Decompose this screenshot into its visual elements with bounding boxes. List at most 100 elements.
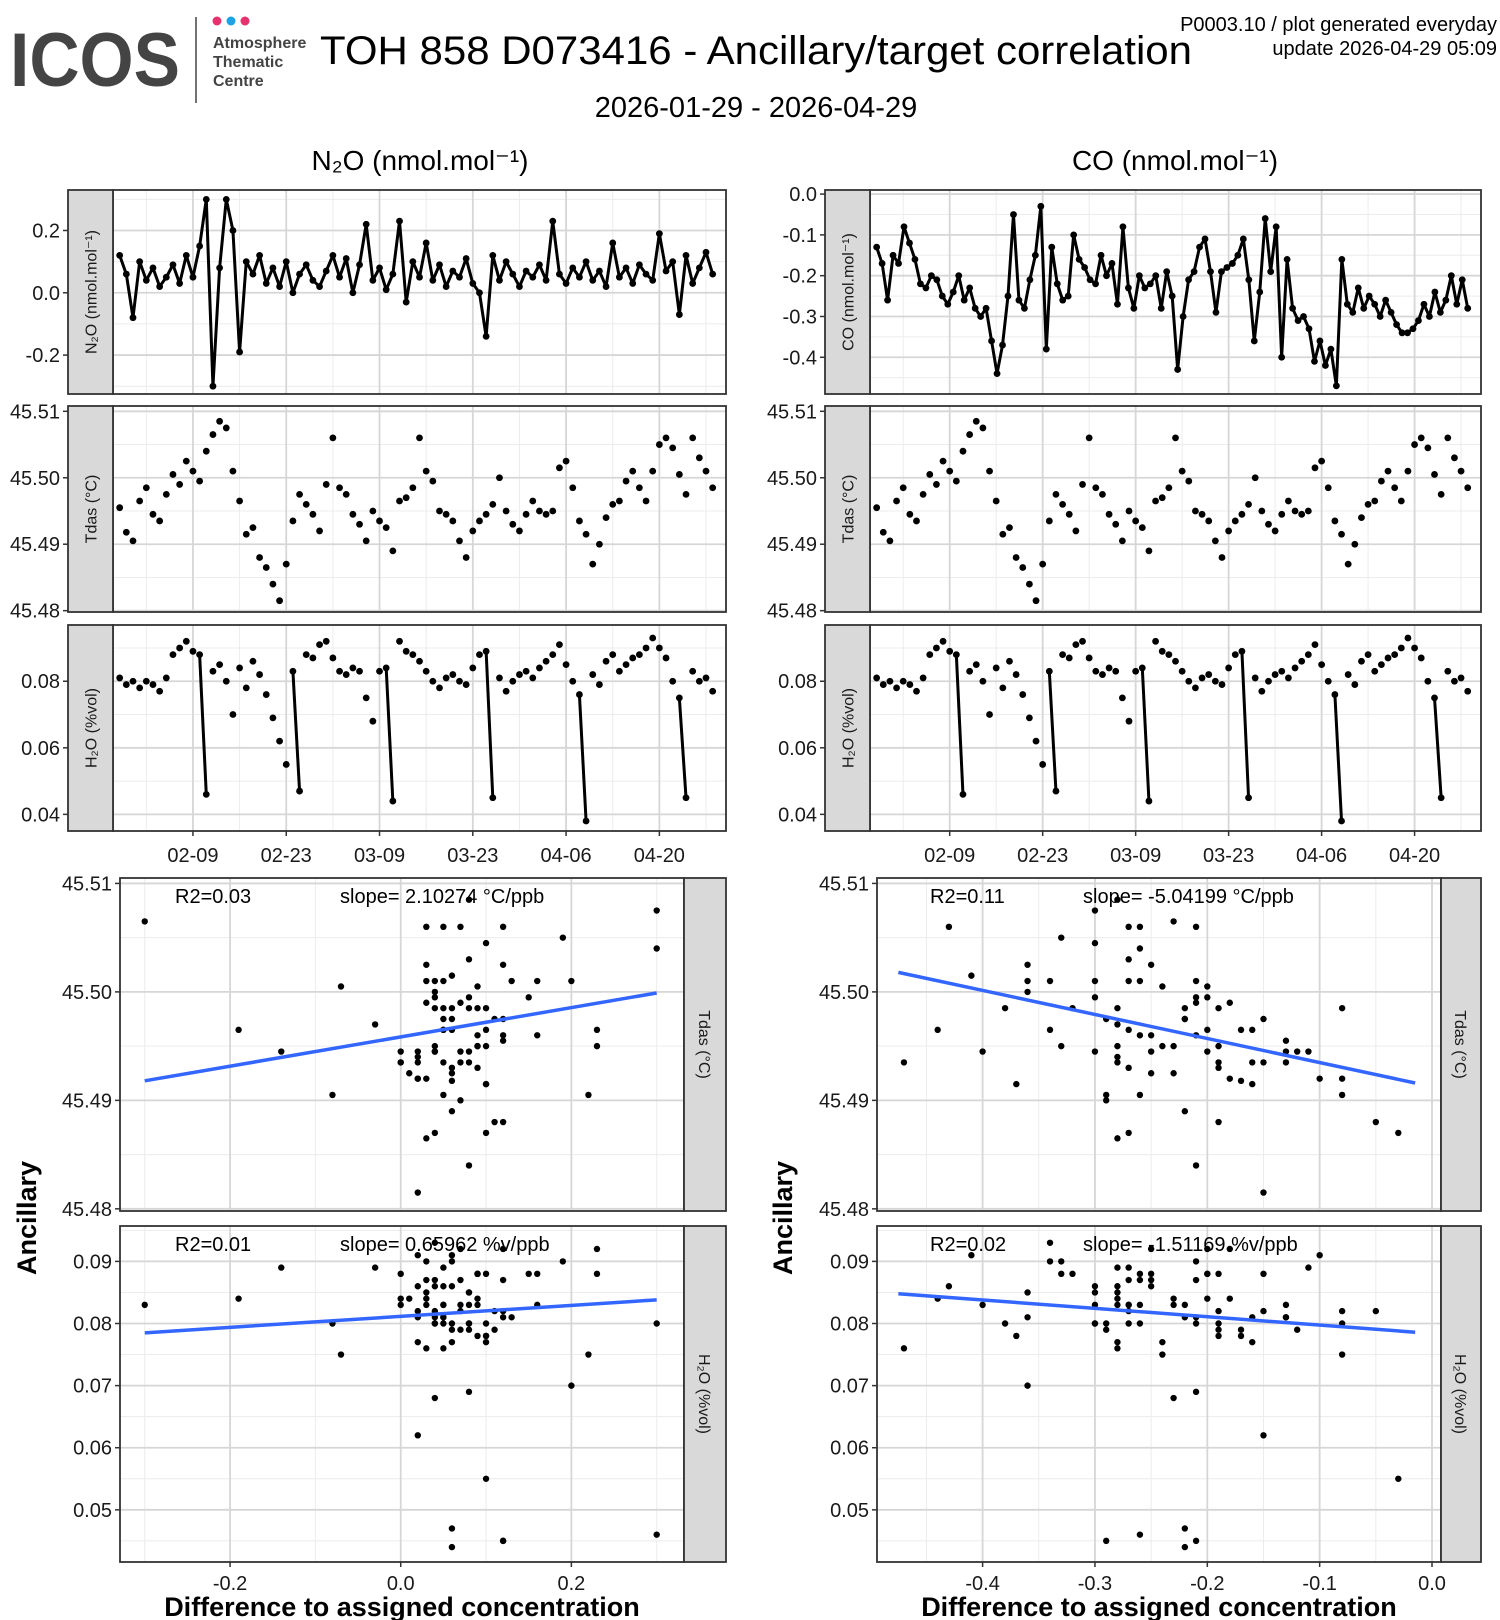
scatter-point: [1260, 1059, 1267, 1066]
data-point: [1234, 251, 1242, 259]
data-point: [562, 661, 570, 669]
column-title-co: CO (nmol.mol⁻¹): [1072, 145, 1278, 176]
y-tick-label: 45.51: [767, 401, 817, 423]
data-point: [596, 267, 603, 275]
data-point: [409, 484, 417, 492]
data-point: [1411, 441, 1418, 448]
data-point: [906, 239, 913, 247]
scatter-point: [1237, 1332, 1245, 1340]
scatter-point: [423, 977, 430, 985]
scatter-point: [448, 1108, 456, 1115]
data-point: [389, 797, 397, 805]
data-point: [709, 484, 717, 492]
column-title-n2o: N₂O (nmol.mol⁻¹): [312, 145, 529, 176]
scatter-point: [235, 1026, 242, 1034]
scatter-point: [1102, 1320, 1110, 1327]
data-point: [349, 664, 357, 672]
data-point: [1105, 510, 1113, 518]
data-point: [569, 677, 577, 685]
y-tick-label: 0.04: [21, 804, 60, 826]
scatter-point: [397, 1048, 404, 1055]
scatter-point: [482, 1004, 490, 1012]
scatter-point: [1215, 1270, 1222, 1278]
panel-marks: [116, 195, 717, 390]
x-tick-label: 03-09: [354, 845, 405, 867]
scatter-point: [371, 1264, 379, 1271]
scatter-point: [1114, 1345, 1121, 1352]
data-point: [589, 671, 597, 678]
scatter-point: [1013, 1080, 1020, 1088]
data-point: [556, 464, 563, 472]
data-point: [1032, 737, 1040, 745]
scatter-point: [482, 1026, 490, 1034]
scatter-point: [474, 983, 481, 990]
data-point: [376, 264, 383, 272]
data-point: [296, 490, 303, 498]
scatter-point: [440, 923, 447, 931]
data-point: [209, 667, 217, 675]
data-point: [1305, 325, 1313, 333]
data-point: [946, 647, 954, 655]
data-point: [895, 260, 902, 267]
scatter-point: [900, 1345, 908, 1352]
facet-strip-label: N₂O (nmol.mol⁻¹): [84, 230, 101, 354]
scatter-point: [1226, 1075, 1233, 1082]
scatter-point: [1091, 1283, 1099, 1290]
scatter-point: [423, 1295, 430, 1302]
data-point: [556, 641, 563, 649]
data-point: [1124, 284, 1132, 292]
y-tick-label: -0.2: [783, 266, 817, 288]
series-drop-line: [484, 651, 495, 798]
data-point: [919, 674, 927, 682]
data-point: [1250, 337, 1258, 345]
data-point: [960, 296, 968, 304]
scatter-point: [1125, 977, 1132, 985]
data-point: [1457, 467, 1465, 475]
x-tick-label: 02-09: [924, 845, 975, 867]
scatter-point: [465, 1388, 473, 1396]
y-tick-label: 45.51: [819, 873, 869, 895]
scatter-point: [559, 1258, 567, 1265]
data-point: [1085, 434, 1093, 442]
scatter-point: [1260, 1189, 1267, 1196]
scatter-point: [1114, 1264, 1121, 1271]
scatter-point: [1159, 1042, 1166, 1050]
data-point: [449, 517, 457, 525]
data-point: [156, 517, 164, 525]
data-point: [1261, 215, 1269, 222]
data-point: [416, 434, 423, 442]
data-point: [1371, 497, 1379, 505]
data-point: [1271, 527, 1279, 535]
data-point: [1158, 647, 1166, 655]
scatter-point: [1058, 934, 1065, 941]
scatter-point: [457, 999, 464, 1006]
logo-dot-1: [212, 16, 222, 26]
data-point: [236, 664, 243, 672]
panel-background: [120, 1226, 684, 1562]
scatter-point: [508, 1314, 515, 1321]
data-point: [1258, 507, 1266, 515]
scatter-point: [474, 1064, 481, 1072]
data-point: [635, 484, 643, 492]
r2-annotation: R2=0.01: [175, 1234, 251, 1256]
data-point: [229, 467, 237, 475]
y-tick-label: 0.04: [778, 804, 817, 826]
scatter-point: [1170, 1301, 1177, 1309]
timeseries-panel-h2o: H₂O (%vol) 0.08 0.06 0.04 02-09 02-23 03-09 03-…: [778, 624, 1482, 867]
data-point: [966, 431, 974, 438]
data-point: [1118, 537, 1126, 545]
scatter-point: [1226, 1245, 1233, 1253]
facet-strip: [67, 624, 114, 832]
y-tick-label: 45.48: [62, 1199, 112, 1221]
data-point: [971, 304, 979, 312]
data-point: [1079, 481, 1086, 488]
data-point: [216, 417, 224, 425]
data-point: [236, 497, 243, 505]
data-point: [702, 248, 710, 256]
data-point: [913, 517, 920, 525]
data-point: [1053, 280, 1061, 288]
data-point: [436, 684, 443, 692]
scatter-point: [431, 1004, 439, 1012]
scatter-point: [474, 1301, 481, 1309]
scatter-point: [499, 1037, 507, 1044]
